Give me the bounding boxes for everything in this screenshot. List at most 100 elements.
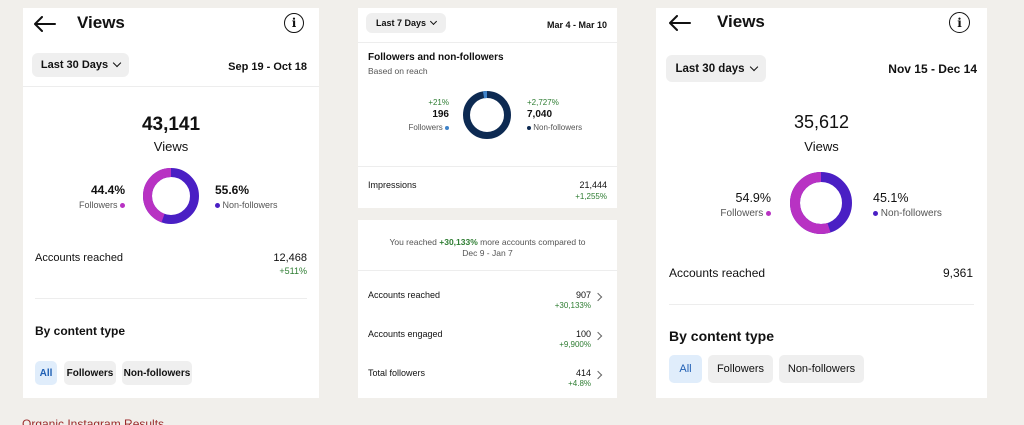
divider bbox=[358, 42, 617, 43]
chevron-right-icon[interactable] bbox=[593, 331, 603, 341]
row-value-accounts-engaged: 100 bbox=[575, 329, 591, 339]
date-range-label: Last 30 Days bbox=[40, 59, 109, 71]
followers-change: +21% bbox=[428, 98, 449, 107]
section-title: By content type bbox=[669, 328, 775, 344]
filter-nonfollowers[interactable]: Non-followers bbox=[779, 355, 864, 383]
followers-dot-icon bbox=[766, 210, 771, 216]
row-change-accounts-reached: +30,133% bbox=[554, 301, 591, 310]
followers-legend-label: Followers bbox=[78, 200, 118, 210]
date-range-dropdown[interactable]: Last 7 Days bbox=[366, 13, 446, 33]
accounts-reached-value: 9,361 bbox=[942, 266, 973, 280]
views-panel-30-days: Views i Last 30 Days Sep 19 - Oct 18 43,… bbox=[23, 8, 319, 398]
views-total: 43,141 bbox=[141, 114, 201, 135]
followers-legend: Followers bbox=[409, 123, 449, 132]
followers-segment bbox=[463, 91, 511, 139]
nonfollowers-dot-icon bbox=[527, 125, 531, 130]
chevron-down-icon bbox=[112, 58, 122, 68]
chevron-down-icon bbox=[749, 62, 758, 71]
followers-legend-label: Followers bbox=[720, 208, 764, 219]
views-total-label: Views bbox=[153, 139, 189, 154]
followers-panel-7-days: Last 7 Days Mar 4 - Mar 10 Followers and… bbox=[358, 8, 617, 208]
impressions-label: Impressions bbox=[368, 180, 417, 190]
views-total: 35,612 bbox=[793, 112, 850, 132]
nonfollowers-legend-label: Non-followers bbox=[880, 208, 942, 219]
nonfollowers-percentage: 55.6% bbox=[215, 183, 250, 197]
divider bbox=[358, 166, 617, 167]
impressions-change: +1,255% bbox=[575, 192, 607, 201]
filter-followers[interactable]: Followers bbox=[64, 361, 116, 385]
reach-prefix: You reached bbox=[389, 237, 437, 247]
nonfollowers-dot-icon bbox=[215, 203, 220, 209]
views-panel-30-days-dec: Views i Last 30 days Nov 15 - Dec 14 35,… bbox=[656, 8, 987, 398]
section-title: By content type bbox=[35, 324, 126, 338]
nonfollowers-legend: Non-followers bbox=[527, 123, 582, 132]
chevron-right-icon[interactable] bbox=[593, 292, 603, 302]
accounts-reached-change: +511% bbox=[279, 266, 307, 276]
followers-legend: Followers bbox=[79, 200, 125, 210]
followers-legend: Followers bbox=[720, 208, 771, 219]
nonfollowers-percentage: 45.1% bbox=[873, 191, 909, 205]
nonfollowers-value: 7,040 bbox=[527, 109, 553, 120]
date-range-label: Last 7 Days bbox=[375, 18, 427, 28]
page-title: Views bbox=[77, 13, 125, 32]
nonfollowers-legend-label: Non-followers bbox=[533, 123, 583, 132]
followers-segment bbox=[790, 172, 852, 234]
divider bbox=[669, 304, 974, 305]
filter-followers[interactable]: Followers bbox=[708, 355, 773, 383]
back-arrow-icon[interactable] bbox=[34, 16, 56, 32]
filter-all[interactable]: All bbox=[669, 355, 702, 383]
date-range-dropdown[interactable]: Last 30 Days bbox=[32, 53, 129, 77]
caption-link[interactable]: Organic Instagram Results bbox=[22, 417, 165, 425]
reach-summary-panel: You reached +30,133% more accounts compa… bbox=[358, 220, 617, 398]
reach-percentage: +30,133% bbox=[439, 237, 478, 247]
followers-donut-chart bbox=[790, 172, 852, 234]
followers-legend-label: Followers bbox=[408, 123, 443, 132]
row-value-accounts-reached: 907 bbox=[575, 290, 591, 300]
divider bbox=[35, 298, 307, 299]
accounts-reached-label: Accounts reached bbox=[35, 252, 124, 264]
followers-dot-icon bbox=[445, 125, 449, 130]
nonfollowers-change: +2,727% bbox=[527, 98, 559, 107]
followers-donut-chart bbox=[463, 91, 511, 139]
impressions-value: 21,444 bbox=[579, 180, 607, 190]
row-change-total-followers: +4.8% bbox=[568, 379, 591, 388]
nonfollowers-legend: Non-followers bbox=[215, 200, 278, 210]
accounts-reached-value: 12,468 bbox=[273, 252, 307, 264]
nonfollowers-dot-icon bbox=[873, 210, 878, 216]
row-label-accounts-reached: Accounts reached bbox=[368, 290, 441, 300]
row-label-accounts-engaged: Accounts engaged bbox=[368, 329, 443, 339]
reach-summary-text: You reached +30,133% more accounts compa… bbox=[358, 237, 617, 247]
followers-dot-icon bbox=[120, 203, 125, 209]
chevron-down-icon bbox=[429, 17, 438, 26]
divider bbox=[358, 270, 617, 271]
followers-segment bbox=[143, 168, 199, 224]
filter-nonfollowers[interactable]: Non-followers bbox=[122, 361, 192, 385]
info-icon[interactable]: i bbox=[284, 13, 304, 33]
nonfollowers-legend-label: Non-followers bbox=[222, 200, 278, 210]
chevron-right-icon[interactable] bbox=[593, 370, 603, 380]
back-arrow-icon[interactable] bbox=[669, 15, 691, 31]
date-range-dropdown[interactable]: Last 30 days bbox=[666, 55, 766, 82]
followers-value: 196 bbox=[432, 109, 449, 120]
date-range-label: Last 30 days bbox=[675, 62, 745, 75]
reach-period: Dec 9 - Jan 7 bbox=[462, 248, 513, 258]
chart-title: Followers and non-followers bbox=[368, 52, 504, 63]
followers-percentage: 44.4% bbox=[90, 183, 125, 197]
date-range-text: Sep 19 - Oct 18 bbox=[228, 61, 307, 73]
row-value-total-followers: 414 bbox=[575, 368, 591, 378]
reach-suffix: more accounts compared to bbox=[480, 237, 586, 247]
row-change-accounts-engaged: +9,900% bbox=[559, 340, 591, 349]
followers-percentage: 54.9% bbox=[735, 191, 771, 205]
chart-subtitle: Based on reach bbox=[368, 66, 428, 76]
nonfollowers-legend: Non-followers bbox=[873, 208, 942, 219]
date-range-text: Mar 4 - Mar 10 bbox=[546, 20, 607, 30]
views-total-label: Views bbox=[804, 139, 839, 154]
filter-all[interactable]: All bbox=[35, 361, 57, 385]
followers-donut-chart bbox=[143, 168, 199, 224]
date-range-text: Nov 15 - Dec 14 bbox=[888, 62, 977, 76]
info-icon[interactable]: i bbox=[949, 12, 970, 33]
row-label-total-followers: Total followers bbox=[368, 368, 426, 378]
nonfollowers-segment bbox=[463, 91, 511, 139]
page-title: Views bbox=[717, 12, 765, 31]
divider bbox=[23, 86, 319, 87]
